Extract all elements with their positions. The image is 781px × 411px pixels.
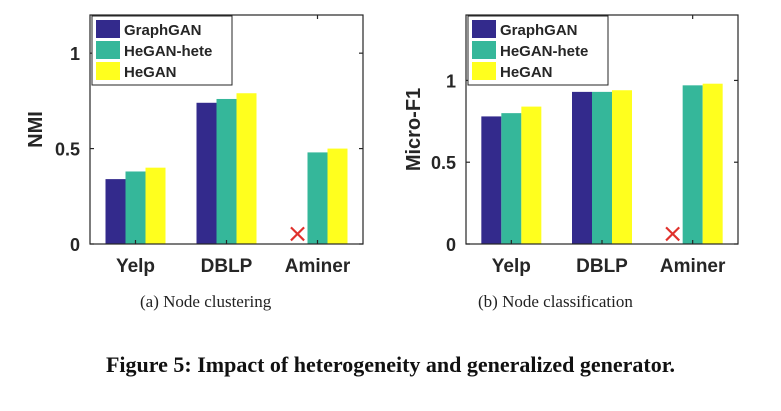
legend-swatch-hegan-hete (96, 41, 120, 59)
figure-caption: Figure 5: Impact of heterogeneity and ge… (105, 352, 676, 377)
subcaption-a: (a) Node clustering (140, 292, 272, 311)
bar-hegan-hete-dblp (216, 98, 237, 244)
legend-label-hegan-hete: HeGAN-hete (124, 43, 212, 60)
legend-label-graphgan: GraphGAN (500, 22, 578, 39)
chart-panel-2: × 0 0.5 1 Yelp DBLP Aminer Micro-F1 GraphGAN HeGA… (403, 14, 739, 277)
bar-hegan-hete-yelp (125, 171, 146, 244)
y-tick-label: 1 (446, 71, 456, 91)
bar-graphgan-yelp (105, 179, 126, 244)
bar-hegan-aminer (327, 148, 348, 244)
x-tick-label: DBLP (576, 256, 628, 277)
bar-hegan-aminer (702, 83, 723, 244)
bar-hegan-dblp (236, 93, 257, 244)
missing-value-marker: × (287, 219, 309, 249)
legend-label-hegan: HeGAN (124, 64, 177, 81)
chart-panel-1: × 0 0.5 1 Yelp DBLP Aminer NMI GraphGAN HeGAN-het… (25, 14, 364, 277)
bar-hegan-hete-dblp (592, 91, 612, 244)
legend-swatch-graphgan (96, 20, 120, 38)
legend-swatch-graphgan (472, 20, 496, 38)
bar-hegan-hete-aminer (682, 85, 703, 244)
y-tick-label: 0.5 (431, 153, 456, 173)
legend-label-hegan-hete: HeGAN-hete (500, 43, 588, 60)
x-tick-label: Aminer (285, 256, 351, 277)
y-tick-label: 0 (70, 235, 80, 255)
x-tick-label: Yelp (116, 256, 155, 277)
x-tick-label: Aminer (660, 256, 726, 277)
x-tick-label: DBLP (201, 256, 253, 277)
subcaption-b: (b) Node classification (478, 292, 633, 311)
legend-swatch-hegan (96, 62, 120, 80)
bar-hegan-yelp (521, 106, 542, 244)
legend-label-graphgan: GraphGAN (124, 22, 202, 39)
bar-graphgan-dblp (196, 102, 217, 245)
legend-swatch-hegan (472, 62, 496, 80)
y-tick-label: 0.5 (55, 140, 80, 160)
bar-hegan-dblp (612, 90, 632, 244)
y-tick-label: 1 (70, 44, 80, 64)
x-tick-label: Yelp (492, 256, 531, 277)
bar-graphgan-yelp (481, 116, 502, 244)
y-tick-label: 0 (446, 235, 456, 255)
missing-value-marker: × (662, 219, 684, 249)
y-axis-label: NMI (25, 111, 47, 148)
y-axis-label: Micro-F1 (403, 88, 425, 171)
bar-graphgan-dblp (572, 91, 592, 244)
bar-hegan-hete-yelp (501, 113, 522, 245)
legend-swatch-hegan-hete (472, 41, 496, 59)
bar-hegan-yelp (145, 167, 166, 244)
bar-hegan-hete-aminer (307, 152, 328, 244)
legend-label-hegan: HeGAN (500, 64, 553, 81)
